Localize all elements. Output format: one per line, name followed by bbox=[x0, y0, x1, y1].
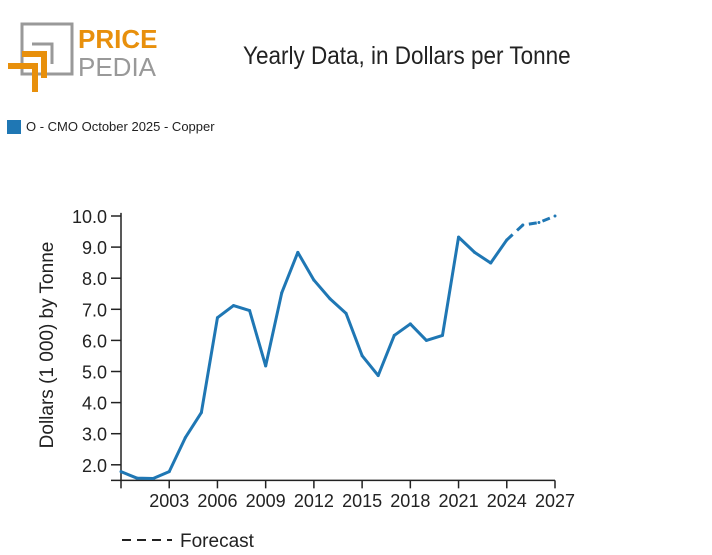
data-point bbox=[361, 354, 364, 357]
x-tick-label: 2015 bbox=[342, 491, 382, 511]
line-chart: 2.0 3.0 4.0 5.0 6.0 7.0 8.0 9.0 10.0 2003 2006 2009… bbox=[0, 0, 712, 555]
y-axis-label: Dollars (1 000) by Tonne bbox=[37, 242, 58, 449]
data-point bbox=[280, 291, 283, 294]
data-point bbox=[505, 238, 508, 241]
data-point bbox=[554, 215, 557, 218]
data-point bbox=[168, 470, 171, 473]
y-tick-label: 10.0 bbox=[72, 207, 107, 227]
copper-forecast-line bbox=[507, 216, 555, 240]
y-tick-label: 2.0 bbox=[82, 456, 107, 476]
x-tick-label: 2021 bbox=[439, 491, 479, 511]
data-point bbox=[409, 322, 412, 325]
data-point bbox=[457, 236, 460, 239]
data-point bbox=[312, 279, 315, 282]
x-tick-label: 2009 bbox=[246, 491, 286, 511]
forecast-legend-label: Forecast bbox=[180, 531, 255, 552]
y-tick-label: 6.0 bbox=[82, 331, 107, 351]
x-tick-label: 2018 bbox=[390, 491, 430, 511]
data-point bbox=[425, 339, 428, 342]
data-point bbox=[152, 477, 155, 480]
data-point bbox=[120, 470, 123, 473]
data-point bbox=[184, 436, 187, 439]
data-point bbox=[136, 477, 139, 480]
y-tick-label: 9.0 bbox=[82, 238, 107, 258]
x-tick-label: 2024 bbox=[487, 491, 527, 511]
copper-price-line bbox=[121, 237, 507, 478]
data-point bbox=[248, 309, 251, 312]
data-point bbox=[441, 334, 444, 337]
data-point bbox=[537, 221, 540, 224]
y-tick-label: 7.0 bbox=[82, 300, 107, 320]
data-point bbox=[345, 312, 348, 315]
x-tick-label: 2027 bbox=[535, 491, 575, 511]
data-point bbox=[377, 374, 380, 377]
x-tick-label: 2006 bbox=[197, 491, 237, 511]
y-tick-label: 8.0 bbox=[82, 269, 107, 289]
x-tick-label: 2003 bbox=[149, 491, 189, 511]
y-tick-label: 4.0 bbox=[82, 394, 107, 414]
x-tick-label: 2012 bbox=[294, 491, 334, 511]
data-point bbox=[393, 334, 396, 337]
y-tick-label: 3.0 bbox=[82, 425, 107, 445]
y-tick-label: 5.0 bbox=[82, 363, 107, 383]
data-point bbox=[473, 251, 476, 254]
data-point bbox=[232, 304, 235, 307]
data-point bbox=[328, 297, 331, 300]
data-point bbox=[489, 261, 492, 264]
data-point bbox=[521, 224, 524, 227]
data-point bbox=[264, 364, 267, 367]
data-point bbox=[216, 316, 219, 319]
data-point bbox=[200, 411, 203, 414]
data-point bbox=[296, 251, 299, 254]
